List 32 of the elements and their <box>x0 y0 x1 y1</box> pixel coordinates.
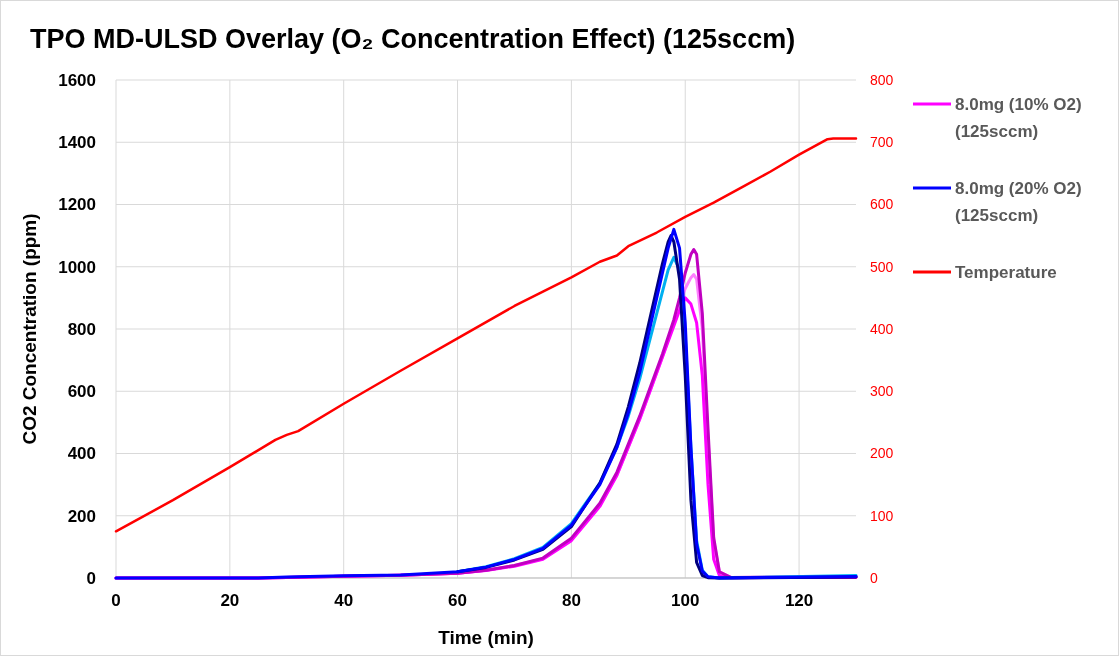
x-tick-label: 80 <box>561 591 581 610</box>
line-series <box>114 137 858 533</box>
y2-tick-label: 700 <box>870 134 894 151</box>
y2-tick-label: 100 <box>870 507 894 524</box>
y-tick-label: 1200 <box>58 195 96 215</box>
y-tick-label: 600 <box>67 382 96 402</box>
y-tick-label: 400 <box>67 444 96 464</box>
y2-tick-label: 500 <box>870 258 894 275</box>
y-axis-title: CO2 Concentration (ppm) <box>19 213 40 445</box>
y2-tick-label: 0 <box>870 569 878 586</box>
x-tick-label: 120 <box>784 591 814 610</box>
y-tick-label: 800 <box>67 319 96 339</box>
y-tick-label: 0 <box>86 568 96 588</box>
chart-title: TPO MD-ULSD Overlay (O₂ Concentration Effect) (125sccm) <box>30 24 796 54</box>
y2-tick-label: 400 <box>870 320 894 337</box>
y-tick-label: 1000 <box>58 257 96 277</box>
y2-tick-label: 300 <box>870 383 894 400</box>
x-tick-label: 0 <box>111 591 121 610</box>
x-tick-label: 20 <box>220 591 240 610</box>
legend-label: 8.0mg (20% O2) (125sccm) <box>955 178 1082 225</box>
y2-tick-label: 200 <box>870 445 894 462</box>
y2-tick-label: 800 <box>870 71 894 88</box>
x-tick-label: 60 <box>448 591 467 610</box>
legend-label: Temperature <box>955 262 1057 282</box>
y-tick-label: 200 <box>67 506 96 526</box>
y2-tick-label: 600 <box>870 196 894 213</box>
x-tick-label: 100 <box>671 591 700 610</box>
y-tick-label: 1400 <box>58 133 96 153</box>
x-tick-label: 40 <box>334 591 354 610</box>
legend-label: 8.0mg (10% O2) (125sccm) <box>955 94 1082 141</box>
y-tick-label: 1600 <box>58 70 96 90</box>
x-axis-title: Time (min) <box>438 627 534 648</box>
